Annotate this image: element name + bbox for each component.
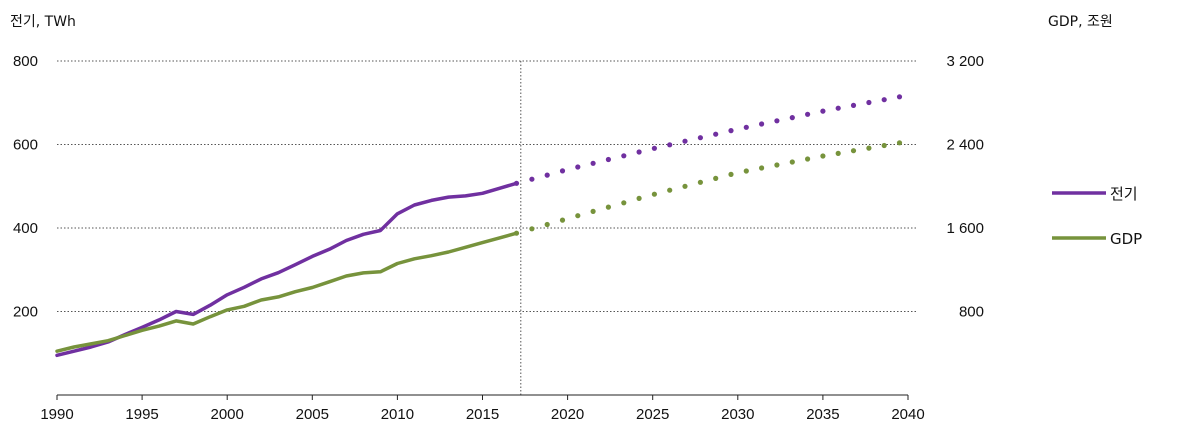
x-tick-label: 2005 (296, 406, 329, 423)
series-projection-point-1 (682, 138, 688, 144)
series-projection-point-1 (529, 176, 535, 182)
x-tick-label: 2010 (381, 406, 414, 423)
series-projection-point-2 (896, 140, 903, 146)
series-projection-point-1 (544, 172, 550, 178)
series-projection-point-2 (544, 221, 550, 228)
series-projection-point-2 (575, 213, 581, 219)
series-projection-point-2 (529, 226, 535, 232)
series-projection-point-1 (789, 115, 795, 121)
x-tick-label: 1990 (40, 406, 73, 423)
series-projection-point-2 (682, 183, 688, 189)
series-projection-point-2 (713, 175, 719, 181)
series-projection-point-2 (651, 191, 658, 197)
legend: 전기 GDP (1052, 185, 1142, 248)
series-projection-point-1 (759, 121, 765, 127)
x-tick-label: 2030 (721, 406, 754, 423)
series-projection-point-1 (820, 108, 826, 114)
y-right-tick-label: 2 400 (946, 137, 984, 154)
series-projection-point-2 (850, 148, 857, 154)
series-projection-point-2 (667, 187, 673, 193)
series-line-1 (55, 181, 519, 358)
y-right-axis-title: GDP, 조원 (1048, 14, 1113, 30)
series-projection-point-1 (575, 164, 581, 170)
y-left-tick-label: 400 (13, 220, 38, 237)
x-tick-label: 2025 (636, 406, 669, 423)
y-right-tick-label: 3 200 (946, 53, 984, 70)
series-projection-point-2 (759, 165, 765, 171)
x-tick-label: 2020 (551, 406, 584, 423)
y-right-tick-label: 1 600 (946, 220, 984, 237)
y-right-ticks: 800 1 600 2 400 3 200 (946, 53, 984, 321)
y-right-tick-label: 800 (959, 304, 984, 321)
series-projection-point-2 (590, 208, 596, 214)
series-projection-point-2 (789, 159, 795, 165)
series-projection-point-1 (835, 105, 841, 111)
series-line-2 (55, 231, 519, 353)
x-tick-label: 2040 (891, 406, 924, 423)
series-projection-point-1 (743, 124, 749, 130)
x-tick-label: 2015 (466, 406, 499, 423)
y-left-ticks: 200 400 600 800 (13, 53, 38, 321)
series-projection-point-2 (605, 204, 612, 210)
series-projection-point-2 (636, 195, 642, 201)
series-projection-point-2 (513, 230, 520, 236)
series-projection-point-1 (697, 135, 704, 141)
series-projection-point-1 (651, 145, 658, 151)
series-projection-point-2 (866, 145, 872, 151)
series-projection-point-1 (881, 97, 887, 103)
series-projection-point-1 (850, 102, 857, 108)
series-projection-point-1 (866, 99, 872, 106)
y-left-tick-label: 200 (13, 304, 38, 321)
series-projection-point-1 (559, 168, 566, 174)
series-projection-point-1 (621, 153, 627, 159)
legend-label: 전기 (1110, 185, 1138, 203)
series-projection-point-1 (590, 160, 596, 166)
gridlines (57, 60, 918, 395)
series-projection-point-1 (805, 111, 811, 117)
series-projection-point-1 (774, 118, 780, 124)
series-lines (55, 94, 903, 358)
series-projection-point-2 (835, 150, 841, 156)
x-axis: 1990 1995 2000 2005 2010 2015 2020 2025 2030 2035… (40, 394, 925, 423)
series-projection-point-2 (881, 142, 887, 149)
legend-label: GDP (1110, 230, 1142, 248)
series-projection-point-1 (896, 94, 903, 100)
series-projection-point-1 (667, 142, 673, 148)
series-projection-point-2 (743, 168, 749, 174)
y-left-axis-title: 전기, TWh (10, 14, 76, 30)
x-tick-label: 2035 (806, 406, 839, 423)
series-projection-point-1 (728, 128, 734, 134)
y-left-tick-label: 600 (13, 137, 38, 154)
series-projection-point-2 (621, 200, 627, 206)
series-projection-point-1 (636, 149, 642, 155)
series-projection-point-1 (605, 156, 612, 163)
series-projection-point-2 (805, 156, 811, 162)
series-projection-point-2 (774, 162, 780, 168)
series-projection-point-1 (713, 131, 719, 137)
series-projection-point-2 (559, 217, 566, 223)
x-tick-label: 2000 (211, 406, 244, 423)
series-projection-point-2 (697, 179, 704, 185)
series-projection-point-2 (820, 153, 826, 159)
series-projection-point-2 (728, 171, 734, 177)
y-left-tick-label: 800 (13, 53, 38, 70)
x-tick-label: 1995 (125, 406, 158, 423)
series-projection-point-1 (513, 180, 520, 186)
